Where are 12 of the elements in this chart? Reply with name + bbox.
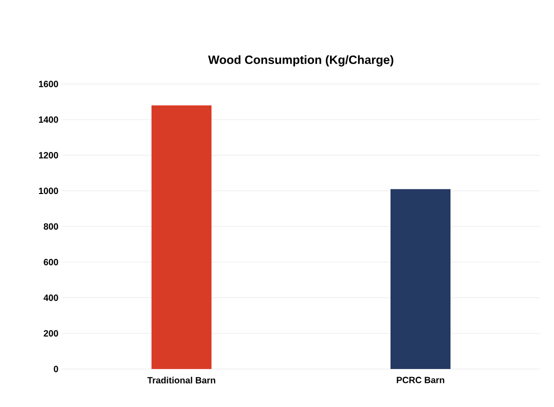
y-tick-label: 400	[44, 294, 58, 301]
chart-title: Wood Consumption (Kg/Charge)	[208, 55, 394, 66]
y-tick-label: 1600	[39, 80, 58, 88]
y-tick-label: 600	[44, 258, 58, 266]
y-tick-label: 800	[44, 223, 58, 230]
x-tick-label: PCRC Barn	[396, 376, 444, 384]
x-tick-label: Traditional Barn	[147, 376, 216, 384]
y-tick-label: 0	[54, 366, 58, 372]
y-tick-label: 200	[44, 330, 58, 337]
y-tick-label: 1000	[39, 188, 58, 194]
y-tick-label: 1200	[39, 152, 58, 158]
y-tick-label: 1400	[39, 116, 58, 123]
